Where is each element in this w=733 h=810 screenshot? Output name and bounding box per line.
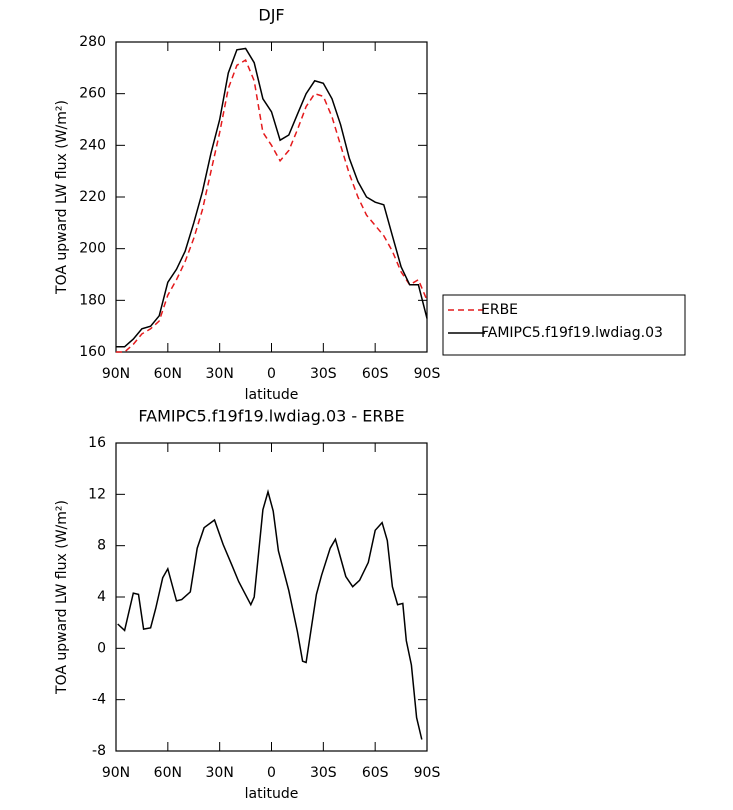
- data-line: [116, 59, 428, 353]
- x-tick-label: 30N: [206, 366, 234, 382]
- y-tick-label: 8: [97, 538, 106, 554]
- x-tick-label: 60S: [362, 366, 389, 382]
- chart-title: FAMIPC5.f19f19.lwdiag.03 - ERBE: [138, 407, 404, 426]
- y-axis-label: TOA upward LW flux (W/m²): [54, 100, 70, 295]
- legend-box: [442, 294, 686, 356]
- x-tick-label: 60S: [362, 765, 389, 781]
- x-tick-label: 90S: [414, 366, 441, 382]
- data-line: [117, 488, 423, 740]
- data-line: [116, 47, 428, 348]
- y-tick-label: -8: [92, 743, 106, 759]
- x-axis-label: latitude: [245, 786, 299, 802]
- y-tick-label: 240: [79, 137, 106, 153]
- y-tick-label: 260: [79, 86, 106, 102]
- y-axis-label: TOA upward LW flux (W/m²): [54, 500, 70, 695]
- x-tick-label: 0: [267, 366, 276, 382]
- y-tick-label: -4: [92, 692, 106, 708]
- y-tick-label: 280: [79, 34, 106, 50]
- chart-title: DJF: [258, 6, 284, 25]
- x-tick-label: 30S: [310, 765, 337, 781]
- x-tick-label: 60N: [154, 765, 182, 781]
- plot-frame: [115, 41, 428, 353]
- y-tick-label: 220: [79, 189, 106, 205]
- x-tick-label: 0: [267, 765, 276, 781]
- x-tick-label: 90S: [414, 765, 441, 781]
- y-tick-label: 200: [79, 241, 106, 257]
- y-tick-label: 16: [88, 435, 106, 451]
- x-tick-label: 60N: [154, 366, 182, 382]
- x-axis-label: latitude: [245, 387, 299, 403]
- x-tick-label: 90N: [102, 366, 130, 382]
- y-tick-label: 160: [79, 344, 106, 360]
- legend-label: FAMIPC5.f19f19.lwdiag.03: [481, 325, 663, 341]
- x-tick-label: 90N: [102, 765, 130, 781]
- x-tick-label: 30S: [310, 366, 337, 382]
- y-tick-label: 0: [97, 640, 106, 656]
- x-tick-label: 30N: [206, 765, 234, 781]
- legend-label: ERBE: [481, 302, 518, 318]
- y-tick-label: 12: [88, 486, 106, 502]
- y-tick-label: 4: [97, 589, 106, 605]
- y-tick-label: 180: [79, 292, 106, 308]
- plot-frame: [115, 442, 428, 752]
